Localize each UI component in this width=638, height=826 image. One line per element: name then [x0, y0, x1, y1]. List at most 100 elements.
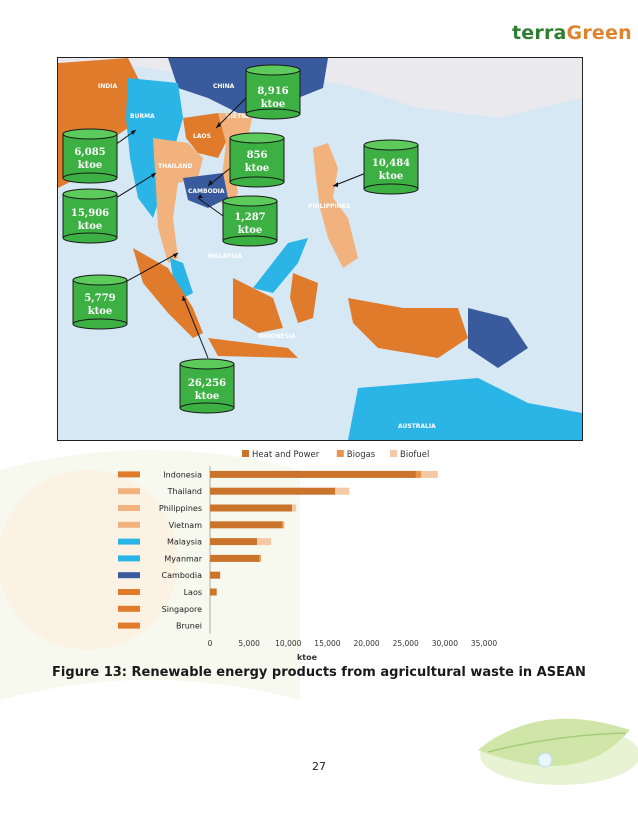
region-indonesia-sulawesi — [290, 273, 318, 323]
label-malaysia: MALAYSIA — [208, 253, 242, 260]
x-tick-label: 30,000 — [432, 639, 458, 648]
category-swatch — [118, 589, 140, 595]
asean-map: INDIA CHINA BURMA LAOS VIETNAM THAILAND … — [57, 57, 583, 441]
figure-caption: Figure 13: Renewable energy products fro… — [52, 665, 586, 680]
region-australia — [348, 378, 582, 440]
category-swatch — [118, 471, 140, 478]
callout-cylinder: 26,256 ktoe — [179, 358, 235, 414]
callout-cylinder: 15,906 ktoe — [62, 188, 118, 244]
region-indonesia-java — [208, 338, 298, 358]
category-swatch — [118, 488, 140, 495]
label-australia: AUSTRALIA — [398, 423, 436, 430]
callout-value: 26,256 — [188, 378, 226, 389]
callout-cylinder: 6,085 ktoe — [62, 128, 118, 184]
bar-chart: Heat and Power Biogas Biofuel 0 5,000 10,000 1… — [112, 442, 512, 664]
region-indonesia-sumatra — [133, 248, 203, 338]
bar-segment — [415, 470, 422, 478]
bar-segment — [421, 470, 438, 478]
x-tick-label: 0 — [208, 639, 213, 648]
region-thailand — [153, 138, 203, 263]
label-cambodia: CAMBODIA — [188, 188, 225, 195]
terragreen-logo: terraGreen — [512, 22, 632, 50]
callout-cylinder: 8,916 ktoe — [245, 64, 301, 120]
region-papua-new-guinea — [468, 308, 528, 368]
label-vietnam: VIETNAM — [226, 113, 257, 120]
page-number: 27 — [312, 760, 326, 773]
x-tick-label: 10,000 — [275, 639, 301, 648]
legend-swatch — [390, 450, 397, 457]
category-swatch — [118, 505, 140, 511]
label-india: INDIA — [98, 83, 117, 90]
bar-segment — [210, 571, 221, 579]
category-label: Brunei — [176, 622, 202, 631]
label-laos: LAOS — [193, 133, 211, 140]
category-label: Thailand — [167, 487, 202, 496]
region-malaysia-borneo — [253, 238, 308, 293]
category-label: Laos — [184, 588, 202, 597]
bar-chart-svg: Heat and Power Biogas Biofuel 0 5,000 10,000 1… — [118, 450, 497, 662]
region-cambodia — [183, 173, 228, 208]
callout-unit: ktoe — [78, 221, 103, 232]
bar-segment — [210, 588, 217, 596]
callout-value: 1,287 — [234, 212, 265, 223]
x-tick-label: 25,000 — [393, 639, 419, 648]
callout-unit: ktoe — [88, 306, 113, 317]
logo-text-a: terra — [512, 22, 567, 44]
category-label: Indonesia — [163, 470, 202, 479]
land-other — [58, 58, 582, 118]
callout-unit: ktoe — [261, 99, 286, 110]
category-swatch — [118, 555, 140, 562]
bar-segment — [210, 554, 260, 562]
callout-value: 6,085 — [74, 147, 105, 158]
bar-segment — [283, 521, 285, 529]
legend-swatch — [336, 450, 344, 457]
legend-label: Biofuel — [400, 450, 429, 460]
category-swatch — [118, 521, 140, 528]
callout-cylinder: 5,779 ktoe — [72, 274, 128, 330]
region-philippines — [313, 143, 358, 268]
region-indonesia-borneo — [233, 278, 283, 333]
bar-segment — [210, 504, 293, 512]
callout-unit: ktoe — [195, 391, 220, 402]
x-tick-label: 20,000 — [353, 639, 379, 648]
callout-value: 856 — [247, 150, 268, 161]
x-tick-label: 35,000 — [471, 639, 497, 648]
map-drawing: INDIA CHINA BURMA LAOS VIETNAM THAILAND … — [58, 58, 582, 440]
logo-text-b: Green — [566, 22, 632, 44]
bar-segment — [210, 487, 336, 495]
callout-value: 10,484 — [372, 158, 410, 169]
legend-label: Heat and Power — [252, 450, 320, 460]
category-label: Vietnam — [169, 521, 203, 530]
region-indonesia-papua — [348, 298, 468, 358]
x-tick-label: 5,000 — [238, 639, 260, 648]
category-label: Myanmar — [164, 554, 202, 563]
category-swatch — [118, 605, 140, 612]
label-china: CHINA — [213, 83, 235, 90]
leaf-image — [478, 718, 638, 785]
legend-swatch — [242, 450, 249, 457]
callout-value: 15,906 — [71, 208, 109, 219]
bar-segment — [259, 554, 261, 562]
label-thailand: THAILAND — [158, 163, 192, 170]
callout-value: 5,779 — [84, 293, 115, 304]
callout-cylinder: 856 ktoe — [229, 132, 285, 188]
callout-unit: ktoe — [245, 163, 270, 174]
callout-unit: ktoe — [238, 225, 263, 236]
bar-segment — [282, 521, 284, 529]
category-swatch — [118, 622, 140, 629]
region-malaysia-peninsula — [170, 258, 193, 298]
category-swatch — [118, 538, 140, 545]
callout-unit: ktoe — [379, 171, 404, 182]
callout-cylinder: 1,287 ktoe — [222, 195, 278, 247]
category-label: Malaysia — [167, 538, 202, 547]
bar-segment — [210, 521, 283, 529]
bar-segment — [292, 504, 297, 512]
category-label: Philippines — [159, 504, 202, 513]
category-label: Cambodia — [162, 571, 203, 580]
label-philippines: PHILIPPINES — [308, 203, 350, 210]
bar-segment — [210, 470, 416, 478]
category-label: Singapore — [162, 605, 202, 614]
label-burma: BURMA — [130, 113, 155, 120]
bar-segment — [256, 538, 272, 546]
